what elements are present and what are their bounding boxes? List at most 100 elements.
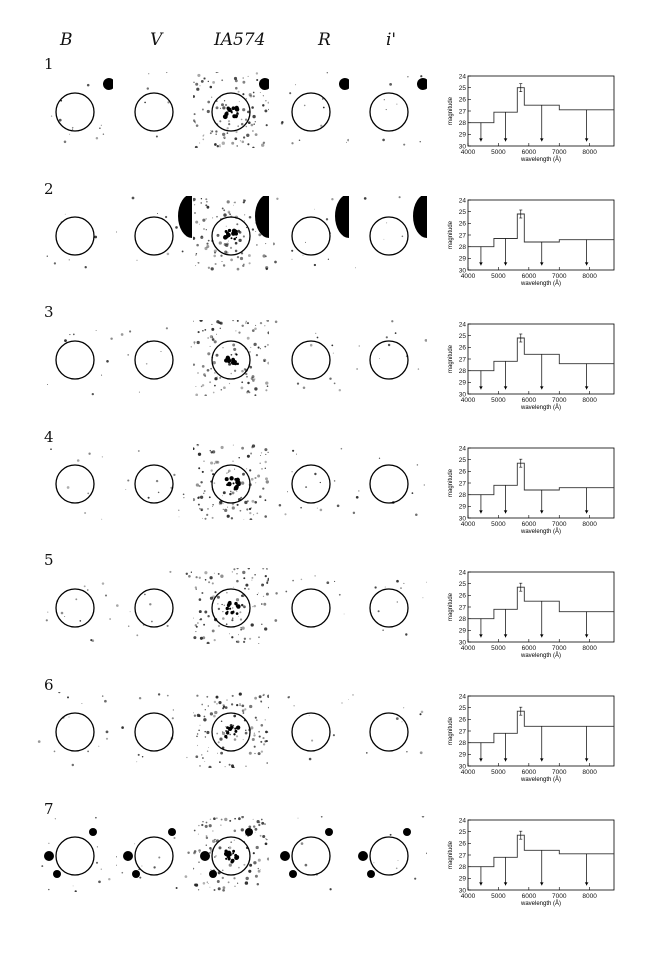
y-tick-label: 26 — [459, 345, 467, 352]
noise-speck — [197, 889, 200, 891]
noise-speck — [249, 637, 252, 640]
x-tick-label: 7000 — [552, 397, 567, 404]
noise-speck — [240, 481, 245, 485]
y-tick-label: 25 — [459, 581, 467, 588]
noise-speck — [193, 712, 194, 714]
noise-speck — [256, 882, 260, 886]
noise-speck — [167, 101, 170, 104]
noise-speck — [329, 888, 332, 891]
noise-speck — [186, 756, 188, 759]
source-blob — [230, 237, 233, 240]
noise-speck — [72, 333, 75, 336]
noise-speck — [98, 880, 101, 884]
noise-speck — [260, 700, 262, 702]
noise-speck — [227, 881, 230, 884]
aperture-circle — [211, 340, 251, 380]
noise-speck — [207, 508, 209, 510]
noise-speck — [406, 751, 408, 753]
noise-speck — [244, 214, 246, 216]
noise-speck — [210, 367, 212, 370]
noise-speck — [205, 204, 208, 207]
y-tick-label: 28 — [459, 864, 467, 871]
x-tick-label: 8000 — [582, 397, 597, 404]
noise-speck — [251, 106, 254, 109]
y-tick-label: 28 — [459, 740, 467, 747]
band-header-v: V — [150, 30, 163, 50]
source-blob — [225, 111, 229, 115]
aperture-circle — [55, 836, 95, 876]
noise-speck — [231, 503, 235, 506]
noise-speck — [234, 79, 238, 83]
noise-speck — [213, 638, 216, 642]
noise-speck — [255, 231, 257, 233]
noise-speck — [316, 507, 318, 509]
noise-speck — [50, 115, 53, 117]
noise-speck — [387, 343, 391, 347]
noise-speck — [224, 766, 226, 768]
noise-speck — [101, 695, 104, 697]
noise-speck — [203, 490, 206, 492]
noise-speck — [196, 694, 199, 697]
noise-speck — [210, 469, 213, 472]
noise-speck — [261, 821, 265, 825]
noise-speck — [239, 703, 241, 705]
source-blob — [232, 849, 236, 853]
noise-speck — [224, 103, 228, 107]
neighbour-source — [280, 851, 290, 861]
noise-speck — [267, 101, 269, 104]
noise-speck — [264, 574, 267, 578]
noise-speck — [242, 264, 245, 267]
noise-speck — [193, 197, 196, 201]
noise-speck — [252, 114, 256, 119]
noise-speck — [233, 347, 237, 351]
noise-speck — [213, 482, 216, 484]
noise-speck — [127, 354, 130, 356]
noise-speck — [210, 267, 214, 271]
noise-speck — [206, 200, 208, 203]
noise-speck — [233, 568, 236, 571]
y-tick-label: 30 — [459, 267, 467, 274]
neighbour-source — [413, 196, 427, 238]
source-blob — [232, 482, 235, 485]
noise-speck — [255, 719, 258, 721]
postage-stamp-b — [37, 72, 113, 148]
noise-speck — [193, 113, 196, 116]
noise-speck — [222, 704, 225, 707]
noise-speck — [204, 571, 208, 575]
noise-speck — [331, 344, 334, 347]
noise-speck — [87, 492, 90, 495]
noise-speck — [209, 846, 212, 850]
noise-speck — [101, 456, 104, 458]
y-tick-label: 29 — [459, 628, 467, 635]
noise-speck — [247, 381, 250, 385]
noise-speck — [254, 874, 258, 878]
noise-speck — [208, 581, 211, 584]
y-tick-label: 30 — [459, 143, 467, 150]
noise-speck — [193, 867, 195, 870]
sed-line — [468, 586, 614, 620]
noise-speck — [305, 486, 308, 489]
noise-speck — [248, 825, 252, 829]
noise-speck — [291, 142, 294, 145]
noise-speck — [211, 96, 213, 98]
noise-speck — [195, 254, 197, 256]
noise-speck — [217, 572, 220, 575]
x-tick-label: 7000 — [552, 521, 567, 528]
noise-speck — [254, 133, 258, 136]
source-blob — [227, 357, 231, 362]
noise-speck — [204, 761, 206, 763]
noise-speck — [227, 469, 231, 473]
noise-speck — [254, 327, 257, 330]
neighbour-source — [325, 828, 333, 836]
noise-speck — [215, 333, 218, 335]
noise-speck — [426, 581, 427, 583]
postage-stamp-v — [116, 692, 192, 768]
y-axis-label: magnitude — [448, 468, 454, 497]
noise-speck — [254, 827, 258, 831]
noise-speck — [253, 604, 257, 608]
noise-speck — [245, 876, 249, 881]
plot-frame — [467, 75, 615, 147]
aperture-circle — [211, 464, 251, 504]
noise-speck — [254, 500, 258, 504]
noise-speck — [204, 517, 207, 520]
